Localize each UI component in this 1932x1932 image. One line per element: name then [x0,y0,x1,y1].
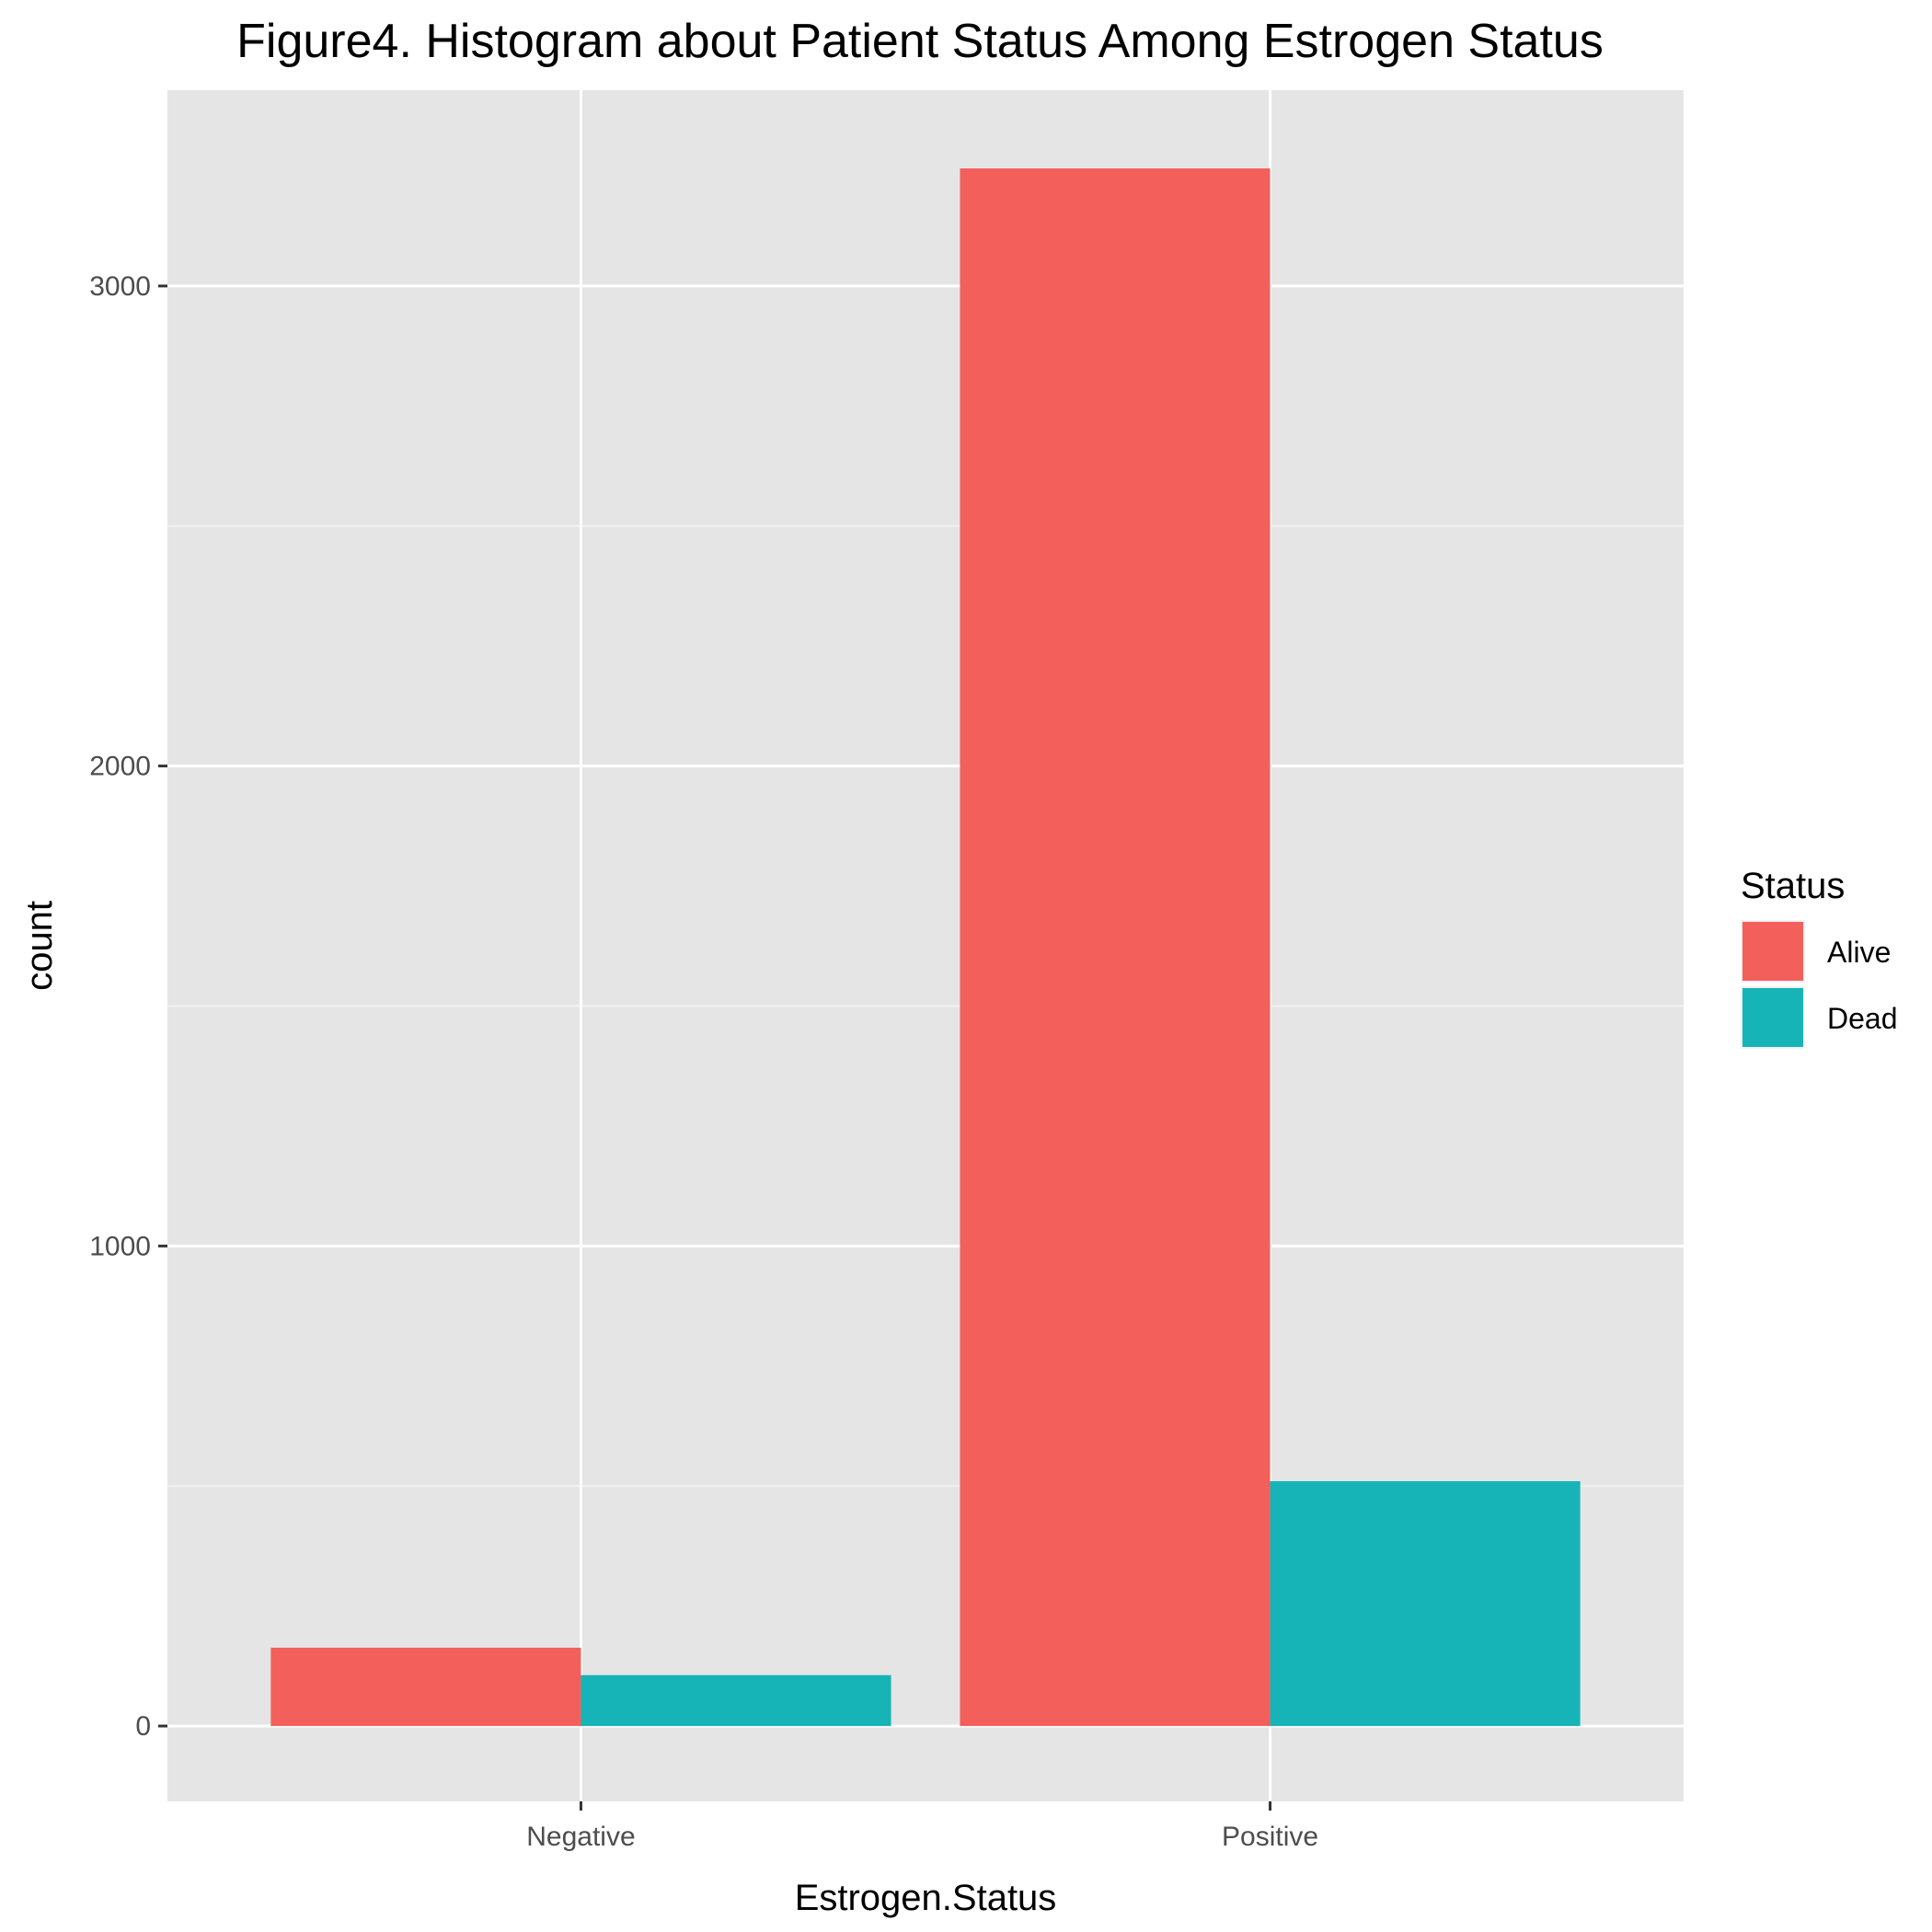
y-axis-title: count [19,901,60,991]
legend-label-dead: Dead [1827,1002,1898,1035]
y-tick-label: 1000 [89,1231,151,1261]
bar-positive-alive [960,168,1271,1727]
bar-negative-alive [270,1648,581,1727]
bar-positive-dead [1270,1481,1581,1727]
x-axis: Negative Positive [526,1801,1318,1852]
y-tick-label: 2000 [89,752,151,782]
y-tick-label: 0 [135,1711,151,1742]
x-axis-title: Estrogen.Status [795,1878,1057,1918]
bars [270,168,1581,1727]
y-axis: 0 1000 2000 3000 [89,271,167,1742]
legend-label-alive: Alive [1827,936,1891,969]
legend-swatch-dead [1742,988,1803,1047]
y-tick-label: 3000 [89,271,151,302]
chart-title: Figure4. Histogram about Patient Status … [236,15,1604,68]
bar-negative-dead [581,1674,891,1727]
legend-swatch-alive [1742,922,1803,981]
legend-items: Alive Dead [1741,920,1898,1049]
legend-title: Status [1741,866,1845,906]
x-tick-label-positive: Positive [1222,1822,1318,1852]
x-tick-label-negative: Negative [526,1822,635,1852]
legend: Status Alive Dead [1741,866,1898,1049]
